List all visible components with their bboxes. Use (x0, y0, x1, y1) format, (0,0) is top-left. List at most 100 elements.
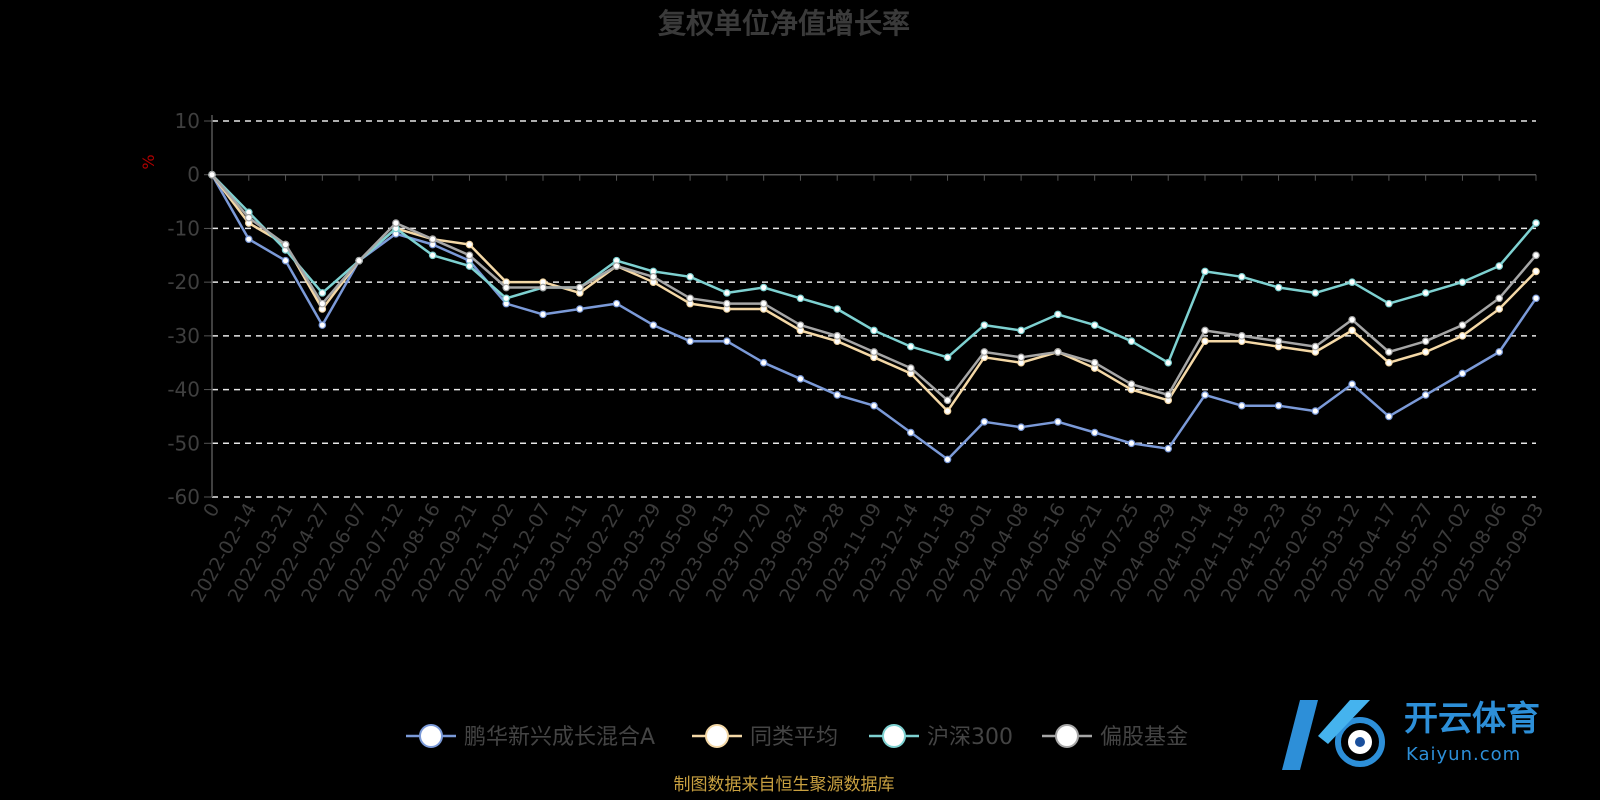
legend-marker-icon (882, 724, 906, 748)
y-tick-label: -10 (167, 216, 200, 240)
data-point (1348, 380, 1356, 389)
data-point (943, 455, 952, 464)
watermark: 开云体育 Kaiyun.com (1282, 699, 1540, 770)
data-point (1201, 337, 1209, 346)
data-point (465, 240, 474, 249)
data-point (1127, 439, 1136, 448)
data-point (1127, 337, 1136, 346)
watermark-url: Kaiyun.com (1406, 744, 1521, 765)
data-point (1348, 278, 1356, 286)
data-point (1311, 342, 1320, 351)
data-point (1017, 353, 1025, 362)
legend-label: 沪深300 (927, 725, 1013, 750)
data-point (244, 235, 253, 243)
legend-label: 偏股基金 (1100, 725, 1188, 750)
data-point (1017, 423, 1025, 431)
data-point (1385, 299, 1393, 308)
data-point (1532, 267, 1540, 276)
series-3 (208, 170, 1540, 405)
series-line (210, 174, 1538, 461)
y-tick-label: 10 (175, 109, 200, 133)
watermark-logo-icon (1282, 700, 1385, 770)
data-point (502, 294, 511, 303)
series-0 (208, 170, 1540, 464)
data-point (1458, 369, 1467, 378)
legend-item[interactable]: 沪深300 (869, 724, 1013, 750)
data-point (539, 283, 547, 292)
data-point (1532, 219, 1540, 227)
data-point (428, 251, 437, 260)
watermark-brand: 开云体育 (1404, 699, 1540, 739)
data-point (833, 305, 842, 313)
chart-title: 复权单位净值增长率 (658, 7, 910, 40)
data-point (1311, 289, 1320, 297)
data-point (1348, 326, 1356, 335)
data-point (1385, 358, 1393, 367)
data-point (759, 283, 768, 292)
x-tick-label: 0 (199, 500, 224, 521)
data-point (796, 321, 805, 329)
legend-item[interactable]: 鹏华新兴成长混合A (406, 724, 655, 750)
data-point (1385, 348, 1393, 356)
legend-marker-icon (705, 724, 729, 748)
axes (211, 115, 1536, 497)
data-point (575, 305, 584, 313)
data-point (1532, 251, 1540, 260)
data-point (1127, 380, 1136, 389)
data-point (1421, 391, 1430, 399)
data-point (686, 294, 694, 303)
data-point (1237, 272, 1246, 281)
data-point (723, 337, 731, 346)
data-point (1090, 428, 1099, 437)
y-axis-unit: % (139, 154, 158, 169)
series-1 (208, 170, 1540, 415)
y-tick-label: -60 (167, 485, 200, 509)
data-point (392, 219, 400, 227)
data-point (208, 170, 216, 179)
data-point (1274, 283, 1283, 292)
data-point (318, 289, 327, 297)
data-point (906, 364, 915, 372)
data-point (318, 299, 327, 308)
data-point (1237, 332, 1246, 340)
data-point (1458, 278, 1467, 286)
data-point (1495, 262, 1504, 270)
data-point (723, 299, 731, 308)
data-point (1421, 348, 1430, 356)
data-point (465, 251, 474, 260)
data-point (1458, 332, 1467, 340)
data-point (1164, 358, 1173, 367)
legend-marker-icon (1055, 724, 1079, 748)
legend-item[interactable]: 同类平均 (692, 724, 838, 750)
data-point (575, 283, 584, 292)
data-point (906, 428, 915, 437)
data-point (980, 348, 989, 356)
series-line (211, 173, 1537, 413)
data-point (943, 353, 952, 362)
data-point (796, 294, 805, 303)
legend-item[interactable]: 偏股基金 (1042, 724, 1188, 750)
data-point (759, 299, 768, 308)
data-point (502, 283, 511, 292)
data-point (355, 256, 363, 265)
data-point (428, 235, 437, 243)
data-point (870, 401, 878, 410)
legend-marker-icon (419, 724, 443, 748)
data-point (1201, 267, 1209, 276)
data-point (980, 417, 989, 426)
data-point (649, 321, 658, 329)
data-point (1090, 358, 1099, 367)
data-point (1090, 321, 1099, 329)
y-tick-label: 0 (187, 163, 200, 187)
data-point (980, 321, 989, 329)
data-point (1348, 315, 1356, 324)
data-point (1164, 391, 1173, 399)
data-point (1274, 401, 1283, 410)
data-point (943, 407, 952, 415)
data-point (1385, 412, 1393, 421)
data-point (906, 342, 915, 351)
data-point (759, 358, 768, 367)
data-point (686, 272, 694, 281)
data-point (1495, 348, 1504, 356)
data-point (723, 289, 731, 297)
